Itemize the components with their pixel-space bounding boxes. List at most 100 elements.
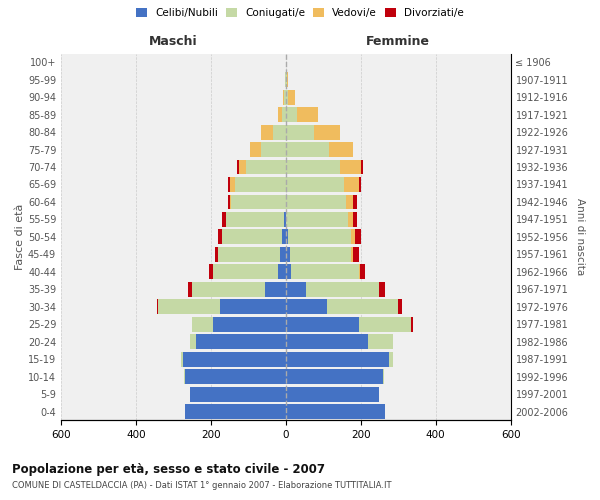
Bar: [412, 317, 413, 332]
Bar: [383, 369, 384, 384]
Bar: [285, 72, 286, 87]
Bar: [368, 334, 392, 349]
Bar: [184, 369, 185, 384]
Bar: [287, 90, 295, 104]
Bar: [352, 230, 355, 244]
Y-axis label: Anni di nascita: Anni di nascita: [575, 198, 585, 276]
Bar: [213, 317, 286, 332]
Bar: [346, 194, 353, 210]
Bar: [286, 212, 347, 227]
Bar: [188, 282, 192, 296]
Bar: [209, 264, 213, 279]
Bar: [185, 404, 286, 419]
Bar: [344, 177, 359, 192]
Bar: [287, 230, 352, 244]
Bar: [286, 317, 359, 332]
Bar: [280, 247, 286, 262]
Bar: [286, 72, 287, 87]
Bar: [222, 230, 282, 244]
Bar: [262, 124, 272, 140]
Bar: [213, 264, 278, 279]
Bar: [250, 142, 262, 157]
Text: Femmine: Femmine: [366, 36, 430, 49]
Bar: [190, 334, 196, 349]
Bar: [284, 212, 286, 227]
Bar: [355, 230, 361, 244]
Bar: [389, 352, 392, 366]
Bar: [215, 247, 218, 262]
Bar: [192, 282, 265, 296]
Text: Popolazione per età, sesso e stato civile - 2007: Popolazione per età, sesso e stato civil…: [12, 462, 325, 475]
Y-axis label: Fasce di età: Fasce di età: [15, 204, 25, 270]
Bar: [286, 107, 297, 122]
Bar: [192, 317, 213, 332]
Bar: [218, 230, 222, 244]
Bar: [290, 247, 352, 262]
Bar: [329, 142, 353, 157]
Bar: [218, 247, 280, 262]
Bar: [278, 107, 282, 122]
Bar: [286, 300, 327, 314]
Bar: [185, 369, 286, 384]
Bar: [222, 212, 226, 227]
Bar: [228, 177, 230, 192]
Bar: [220, 300, 286, 314]
Bar: [284, 90, 286, 104]
Text: COMUNE DI CASTELDACCIA (PA) - Dati ISTAT 1° gennaio 2007 - Elaborazione TUTTITAL: COMUNE DI CASTELDACCIA (PA) - Dati ISTAT…: [12, 481, 392, 490]
Bar: [292, 264, 359, 279]
Bar: [347, 212, 353, 227]
Bar: [183, 352, 286, 366]
Bar: [286, 194, 346, 210]
Bar: [314, 124, 340, 140]
Bar: [286, 352, 389, 366]
Bar: [278, 264, 286, 279]
Bar: [286, 404, 385, 419]
Bar: [286, 90, 287, 104]
Bar: [327, 300, 398, 314]
Bar: [398, 300, 402, 314]
Bar: [286, 160, 340, 174]
Bar: [286, 282, 307, 296]
Bar: [237, 160, 239, 174]
Bar: [297, 107, 317, 122]
Bar: [232, 194, 286, 210]
Bar: [157, 300, 158, 314]
Bar: [286, 124, 314, 140]
Bar: [226, 212, 284, 227]
Bar: [158, 300, 220, 314]
Bar: [353, 247, 359, 262]
Legend: Celibi/Nubili, Coniugati/e, Vedovi/e, Divorziati/e: Celibi/Nubili, Coniugati/e, Vedovi/e, Di…: [133, 5, 467, 21]
Bar: [286, 142, 329, 157]
Bar: [230, 194, 232, 210]
Bar: [359, 317, 412, 332]
Bar: [340, 160, 361, 174]
Bar: [361, 160, 362, 174]
Bar: [265, 282, 286, 296]
Bar: [262, 142, 286, 157]
Bar: [307, 282, 379, 296]
Bar: [286, 264, 292, 279]
Bar: [287, 72, 289, 87]
Bar: [286, 386, 379, 402]
Bar: [196, 334, 286, 349]
Bar: [286, 334, 368, 349]
Bar: [353, 194, 357, 210]
Bar: [379, 282, 385, 296]
Bar: [283, 90, 284, 104]
Bar: [359, 264, 365, 279]
Bar: [286, 230, 287, 244]
Bar: [286, 247, 290, 262]
Bar: [230, 177, 235, 192]
Bar: [235, 177, 286, 192]
Bar: [272, 124, 286, 140]
Bar: [352, 247, 353, 262]
Bar: [353, 212, 357, 227]
Bar: [282, 107, 286, 122]
Bar: [247, 160, 286, 174]
Bar: [190, 386, 286, 402]
Bar: [286, 177, 344, 192]
Bar: [239, 160, 247, 174]
Bar: [282, 230, 286, 244]
Bar: [228, 194, 230, 210]
Text: Maschi: Maschi: [149, 36, 198, 49]
